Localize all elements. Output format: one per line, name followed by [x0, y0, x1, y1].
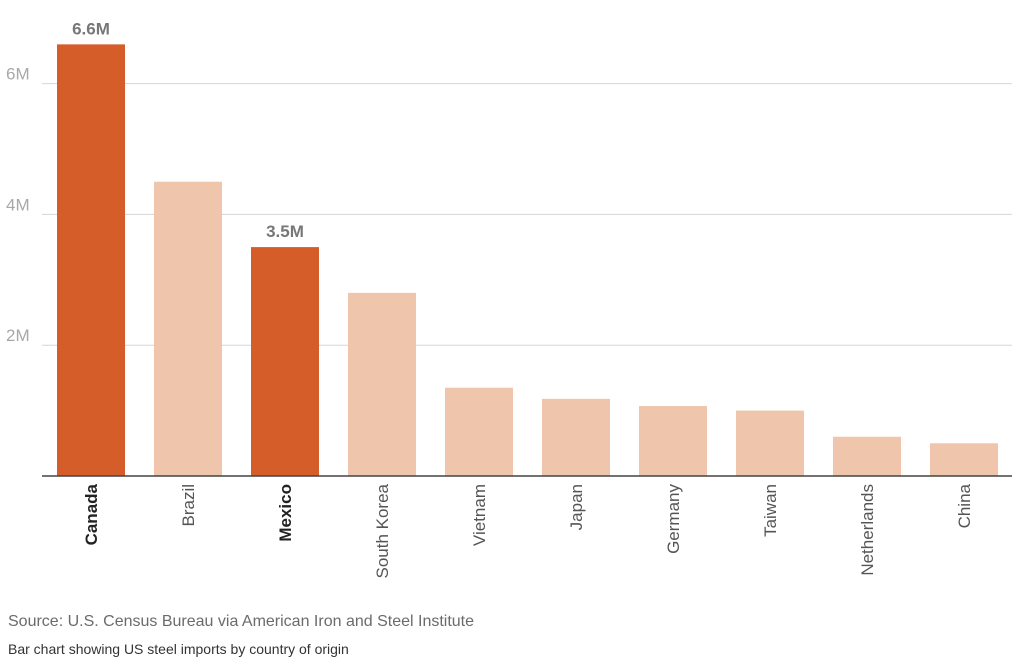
- bar-germany: [639, 406, 707, 476]
- x-tick-label-canada: Canada: [82, 483, 101, 545]
- bar-vietnam: [445, 387, 513, 476]
- bar-chart: 2M 4M 6M Canada 6.6M Brazil Mexico 3.5M South K…: [6, 19, 1012, 579]
- y-tick-label: 2M: [6, 326, 30, 345]
- x-tick-label-south-korea: South Korea: [373, 483, 392, 578]
- bars: [57, 44, 998, 477]
- x-tick-label-china: China: [955, 483, 974, 528]
- bar-japan: [542, 398, 610, 476]
- bar-taiwan: [736, 410, 804, 476]
- bar-south-korea: [348, 292, 416, 476]
- y-tick-label: 4M: [6, 195, 30, 214]
- source-note: Source: U.S. Census Bureau via American …: [8, 613, 475, 630]
- data-label-canada: 6.6M: [72, 19, 110, 38]
- x-tick-label-japan: Japan: [567, 484, 586, 530]
- x-tick-label-taiwan: Taiwan: [761, 484, 780, 537]
- y-tick-label: 6M: [6, 65, 30, 84]
- x-tick-label-mexico: Mexico: [276, 484, 295, 542]
- x-tick-label-vietnam: Vietnam: [470, 484, 489, 546]
- data-label-mexico: 3.5M: [266, 222, 304, 241]
- x-tick-label-germany: Germany: [664, 484, 683, 554]
- bar-netherlands: [833, 436, 901, 476]
- x-tick-label-brazil: Brazil: [179, 484, 198, 527]
- labels: Canada 6.6M Brazil Mexico 3.5M South Korea Vie…: [72, 19, 974, 578]
- bar-mexico: [251, 247, 319, 476]
- bar-brazil: [154, 181, 222, 476]
- bar-canada: [57, 44, 125, 477]
- x-tick-label-netherlands: Netherlands: [858, 484, 877, 576]
- gridlines: 2M 4M 6M: [6, 65, 1012, 346]
- chart-caption: Bar chart showing US steel imports by co…: [8, 641, 349, 657]
- bar-china: [930, 443, 998, 476]
